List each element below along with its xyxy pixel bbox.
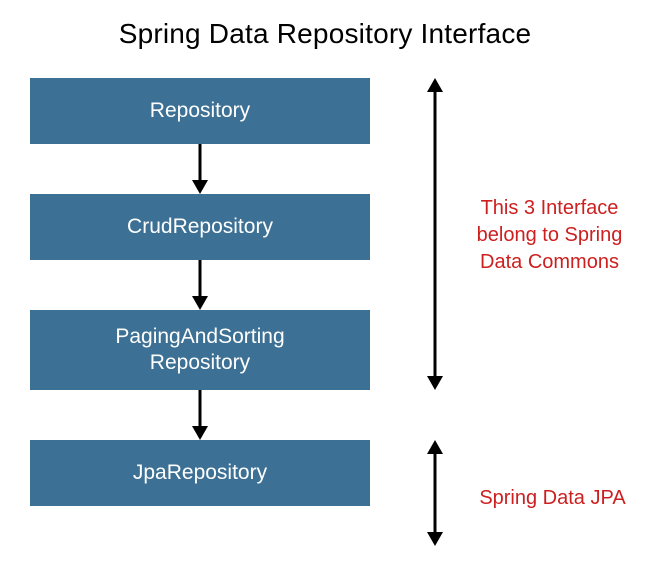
hierarchy-stack: Repository CrudRepository PagingAndSorting… — [30, 78, 370, 506]
hierarchy-box: PagingAndSorting Repository — [30, 310, 370, 390]
hierarchy-box: CrudRepository — [30, 194, 370, 260]
hierarchy-box: Repository — [30, 78, 370, 144]
diagram-title: Spring Data Repository Interface — [0, 0, 650, 58]
range-bracket-icon — [420, 440, 450, 546]
inherit-arrow-icon — [30, 390, 370, 440]
annotation-text: This 3 Interface belong to Spring Data C… — [462, 195, 637, 276]
annotation-text: Spring Data JPA — [465, 485, 640, 512]
hierarchy-box: JpaRepository — [30, 440, 370, 506]
inherit-arrow-icon — [30, 144, 370, 194]
inherit-arrow-icon — [30, 260, 370, 310]
range-bracket-icon — [420, 78, 450, 390]
